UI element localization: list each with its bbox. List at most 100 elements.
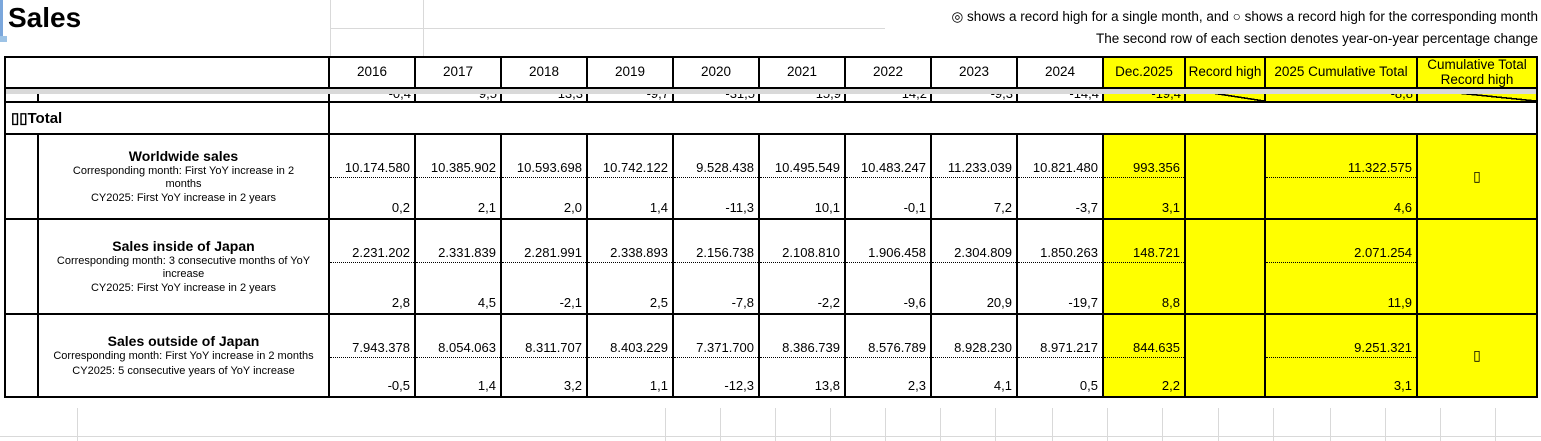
value-cell-2019[interactable]: 8.403.229 1,1 [588, 315, 674, 396]
selection-handle[interactable] [0, 36, 7, 42]
sales-value: 2.331.839 [416, 220, 500, 263]
row-sales-inside-japan: Sales inside of Japan Corresponding mont… [6, 220, 1536, 315]
yoy-value: -19,7 [1068, 295, 1098, 310]
header-2025-cumulative-total[interactable]: 2025 Cumulative Total [1266, 58, 1418, 87]
value-cell-2016[interactable]: 7.943.378 -0,5 [330, 315, 416, 396]
yoy-value: -7,8 [731, 295, 754, 310]
header-year-2016[interactable]: 2016 [330, 58, 416, 87]
gridline [330, 28, 885, 29]
value-cell-2024[interactable]: 8.971.217 0,5 [1018, 315, 1104, 396]
value-cell-2017[interactable]: 2.331.839 4,5 [416, 220, 502, 313]
clipped-yoy-cell[interactable]: -31,5 [674, 89, 760, 101]
value-cell-2019[interactable]: 2.338.893 2,5 [588, 220, 674, 313]
clipped-yoy-cell[interactable]: -0,4 [330, 89, 416, 101]
value-cell-2017[interactable]: 10.385.902 2,1 [416, 135, 502, 218]
header-year-2021[interactable]: 2021 [760, 58, 846, 87]
record-high-cell[interactable] [1186, 135, 1266, 218]
clipped-label-cell[interactable] [39, 89, 330, 101]
sales-value: 8.971.217 [1018, 315, 1102, 358]
header-dec-2025[interactable]: Dec.2025 [1104, 58, 1186, 87]
row-label-note1: Corresponding month: 3 consecutive month… [56, 254, 311, 280]
gridline [665, 408, 666, 441]
cumulative-total-cell[interactable]: 11.322.575 4,6 [1266, 135, 1418, 218]
header-year-2024[interactable]: 2024 [1018, 58, 1104, 87]
value-cell-2021[interactable]: 2.108.810 -2,2 [760, 220, 846, 313]
cumulative-total-cell[interactable]: 2.071.254 11,9 [1266, 220, 1418, 313]
row-worldwide-sales: Worldwide sales Corresponding month: Fir… [6, 135, 1536, 220]
value-cell-2020[interactable]: 9.528.438 -11,3 [674, 135, 760, 218]
value-cell-2018[interactable]: 8.311.707 3,2 [502, 315, 588, 396]
cumulative-record-mark-cell[interactable]: ▯ [1418, 315, 1536, 396]
cumulative-record-mark-cell[interactable] [1418, 220, 1536, 313]
row-label-note2: CY2025: First YoY increase in 2 years [90, 282, 277, 295]
gridline [77, 408, 78, 441]
value-cell-2024[interactable]: 1.850.263 -19,7 [1018, 220, 1104, 313]
value-cell-2019[interactable]: 10.742.122 1,4 [588, 135, 674, 218]
value-cell-2020[interactable]: 7.371.700 -12,3 [674, 315, 760, 396]
indent-cell[interactable] [6, 135, 39, 218]
value-cell-2022[interactable]: 1.906.458 -9,6 [846, 220, 932, 313]
clipped-cumulative-record-slash-cell[interactable] [1418, 89, 1536, 101]
clipped-yoy-cell[interactable]: 14,2 [846, 89, 932, 101]
header-year-2017[interactable]: 2017 [416, 58, 502, 87]
clipped-dec-2025-yoy-cell[interactable]: -19,4 [1104, 89, 1186, 101]
value-cell-2022[interactable]: 8.576.789 2,3 [846, 315, 932, 396]
yoy-value: -0,5 [387, 378, 410, 393]
clipped-record-high-slash-cell[interactable] [1186, 89, 1266, 101]
sales-value: 8.928.230 [932, 315, 1016, 358]
value-cell-2018[interactable]: 10.593.698 2,0 [502, 135, 588, 218]
clipped-yoy-cell[interactable]: 13,3 [502, 89, 588, 101]
row-label-cell[interactable]: Worldwide sales Corresponding month: Fir… [39, 135, 330, 218]
header-year-2022[interactable]: 2022 [846, 58, 932, 87]
indent-cell[interactable] [6, 89, 39, 101]
gridline [1273, 408, 1274, 441]
clipped-yoy-cell[interactable]: -9,3 [932, 89, 1018, 101]
value-cell-2024[interactable]: 10.821.480 -3,7 [1018, 135, 1104, 218]
value-cell-2023[interactable]: 11.233.039 7,2 [932, 135, 1018, 218]
value-cell-2021[interactable]: 10.495.549 10,1 [760, 135, 846, 218]
row-label-cell[interactable]: Sales inside of Japan Corresponding mont… [39, 220, 330, 313]
value-cell-2022[interactable]: 10.483.247 -0,1 [846, 135, 932, 218]
value-cell-2023[interactable]: 2.304.809 20,9 [932, 220, 1018, 313]
section-total-title[interactable]: ▯▯Total [6, 103, 330, 133]
sales-value: 8.576.789 [846, 315, 930, 358]
value-cell-2016[interactable]: 10.174.580 0,2 [330, 135, 416, 218]
yoy-value: 2,5 [649, 295, 668, 310]
value-cell-2016[interactable]: 2.231.202 2,8 [330, 220, 416, 313]
clipped-yoy-cell[interactable]: 15,9 [760, 89, 846, 101]
value-cell-2020[interactable]: 2.156.738 -7,8 [674, 220, 760, 313]
dec-2025-cell[interactable]: 148.721 8,8 [1104, 220, 1186, 313]
yoy-value: 4,5 [477, 295, 496, 310]
value-cell-2021[interactable]: 8.386.739 13,8 [760, 315, 846, 396]
gridline [885, 408, 886, 441]
dec-2025-cell[interactable]: 993.356 3,1 [1104, 135, 1186, 218]
clipped-yoy-cell[interactable]: 9,5 [416, 89, 502, 101]
sales-value: 9.528.438 [674, 135, 758, 178]
sales-value: 2.231.202 [330, 220, 414, 263]
indent-cell[interactable] [6, 220, 39, 313]
header-empty-cell[interactable] [6, 58, 330, 87]
section-total-empty[interactable] [330, 103, 1536, 133]
header-year-2019[interactable]: 2019 [588, 58, 674, 87]
clipped-yoy-cell[interactable]: -14,4 [1018, 89, 1104, 101]
sales-value: 2.108.810 [760, 220, 844, 263]
clipped-cumulative-yoy-cell[interactable]: -8,8 [1266, 89, 1418, 101]
header-year-2023[interactable]: 2023 [932, 58, 1018, 87]
record-high-cell[interactable] [1186, 315, 1266, 396]
indent-cell[interactable] [6, 315, 39, 396]
cumulative-record-mark-cell[interactable]: ▯ [1418, 135, 1536, 218]
legend-second-row: The second row of each section denotes y… [1095, 31, 1538, 46]
header-record-high[interactable]: Record high [1186, 58, 1266, 87]
dec-2025-cell[interactable]: 844.635 2,2 [1104, 315, 1186, 396]
cumulative-total-cell[interactable]: 9.251.321 3,1 [1266, 315, 1418, 396]
header-year-2018[interactable]: 2018 [502, 58, 588, 87]
header-year-2020[interactable]: 2020 [674, 58, 760, 87]
clipped-yoy-cell[interactable]: -9,7 [588, 89, 674, 101]
value-cell-2017[interactable]: 8.054.063 1,4 [416, 315, 502, 396]
record-high-cell[interactable] [1186, 220, 1266, 313]
header-cumulative-total-record-high[interactable]: Cumulative Total Record high [1418, 58, 1536, 87]
value-cell-2018[interactable]: 2.281.991 -2,1 [502, 220, 588, 313]
row-label-cell[interactable]: Sales outside of Japan Corresponding mon… [39, 315, 330, 396]
sales-value: 11.322.575 [1266, 135, 1416, 178]
value-cell-2023[interactable]: 8.928.230 4,1 [932, 315, 1018, 396]
